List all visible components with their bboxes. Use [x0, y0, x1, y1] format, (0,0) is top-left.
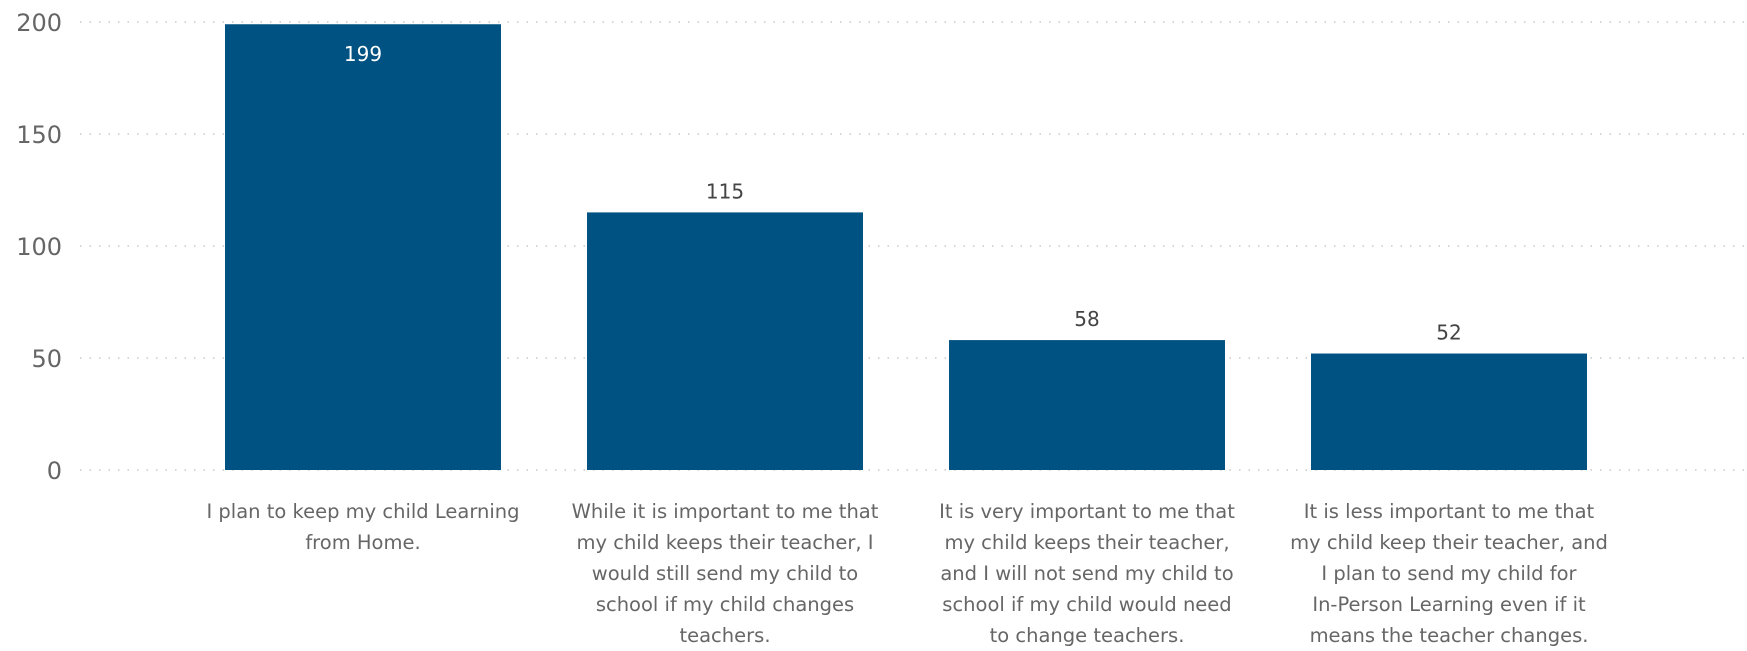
data-label: 58 — [1074, 307, 1099, 331]
y-tick-label: 200 — [16, 9, 62, 37]
category-label: While it is important to me that my child… — [555, 496, 895, 651]
category-label-line: It is less important to me that — [1303, 500, 1595, 523]
data-label: 199 — [344, 42, 382, 66]
category-label-line: teachers. — [679, 624, 771, 647]
category-label-line: school if my child changes — [595, 593, 855, 616]
category-label-line: I plan to keep my child Learning — [206, 500, 520, 523]
category-label-line: I plan to send my child for — [1321, 562, 1577, 585]
category-label: It is less important to me that my child … — [1279, 496, 1619, 651]
category-label: I plan to keep my child Learning from Hom… — [193, 496, 533, 558]
bar — [949, 340, 1225, 470]
y-axis: 0 50 100 150 200 — [16, 9, 62, 485]
bars — [225, 24, 1587, 471]
category-label-line: It is very important to me that — [939, 500, 1235, 523]
y-tick-label: 50 — [31, 345, 62, 373]
y-tick-label: 150 — [16, 121, 62, 149]
data-label: 115 — [706, 179, 744, 203]
bar — [587, 212, 863, 470]
category-label: It is very important to me that my child … — [917, 496, 1257, 651]
bar — [1311, 353, 1587, 470]
category-label-line: and I will not send my child to — [940, 562, 1234, 585]
category-label-line: my child keep their teacher, and — [1290, 531, 1608, 554]
category-label-line: In-Person Learning even if it — [1312, 593, 1586, 616]
category-label-line: my child keeps their teacher, I — [576, 531, 874, 554]
y-tick-label: 100 — [16, 233, 62, 261]
category-label-line: would still send my child to — [591, 562, 859, 585]
category-label-line: While it is important to me that — [571, 500, 879, 523]
data-labels: 199 115 58 52 — [344, 42, 1462, 344]
bar — [225, 24, 501, 471]
category-label-line: means the teacher changes. — [1309, 624, 1589, 647]
category-label-line: school if my child would need — [942, 593, 1232, 616]
category-label-line: my child keeps their teacher, — [944, 531, 1230, 554]
y-tick-label: 0 — [47, 457, 62, 485]
category-label-line: to change teachers. — [989, 624, 1185, 647]
category-label-line: from Home. — [305, 531, 421, 554]
data-label: 52 — [1436, 321, 1461, 345]
